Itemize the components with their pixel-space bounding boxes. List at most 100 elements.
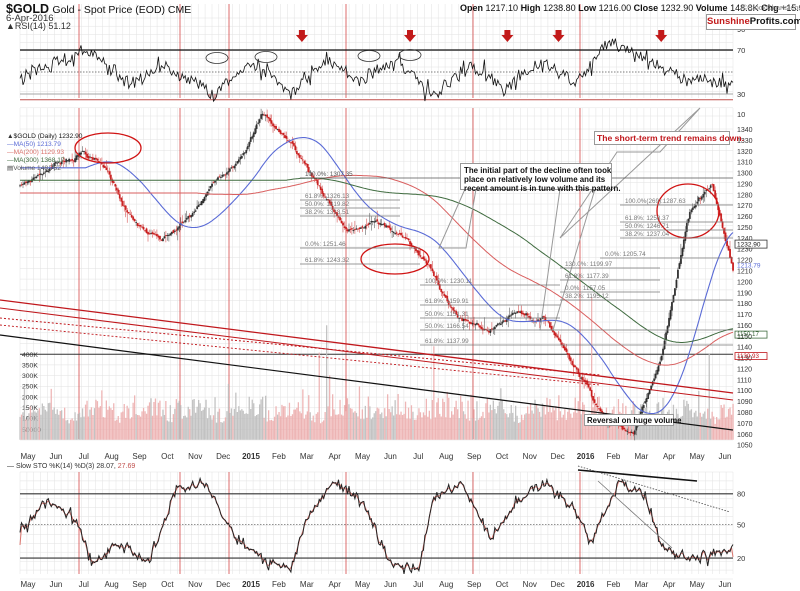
svg-text:Jun: Jun [384,580,397,589]
svg-text:2015: 2015 [242,452,260,461]
svg-text:0.0%: 1251.46: 0.0%: 1251.46 [305,241,346,248]
svg-text:0.0%: 1205.74: 0.0%: 1205.74 [605,251,646,258]
svg-text:Apr: Apr [663,580,676,589]
svg-text:Apr: Apr [663,452,676,461]
svg-text:1150.17: 1150.17 [737,331,759,338]
svg-text:Mar: Mar [635,580,649,589]
svg-text:Jun: Jun [384,452,397,461]
svg-text:1210: 1210 [737,269,753,276]
svg-text:61.8%: 1137.99: 61.8%: 1137.99 [425,338,469,345]
svg-text:1140: 1140 [737,345,752,352]
svg-text:10: 10 [737,110,745,119]
svg-text:1260: 1260 [737,214,753,221]
svg-text:Aug: Aug [439,580,453,589]
svg-text:Nov: Nov [188,452,202,461]
svg-text:50.0%: 1246.71: 50.0%: 1246.71 [625,223,670,230]
svg-text:Feb: Feb [607,580,621,589]
svg-text:38.2%: 1237.04: 38.2%: 1237.04 [625,231,670,238]
svg-text:300K: 300K [22,373,38,380]
svg-text:0.0%: 1157.05: 0.0%: 1157.05 [565,285,606,292]
svg-text:Dec: Dec [216,452,230,461]
svg-text:70: 70 [737,46,745,55]
svg-text:Dec: Dec [216,580,230,589]
svg-text:Jul: Jul [79,452,89,461]
svg-text:1290: 1290 [737,181,753,188]
svg-text:May: May [20,452,35,461]
svg-text:Jun: Jun [719,452,732,461]
svg-text:50: 50 [737,521,745,530]
svg-text:Apr: Apr [328,452,341,461]
svg-text:61.8%: 1177.39: 61.8%: 1177.39 [565,273,609,280]
svg-text:1270: 1270 [737,203,753,210]
svg-text:Mar: Mar [300,452,314,461]
svg-text:Oct: Oct [496,452,509,461]
svg-text:50.0%: 1151.31: 50.0%: 1151.31 [425,311,469,318]
svg-text:350K: 350K [22,363,38,370]
svg-text:1280: 1280 [737,192,753,199]
svg-text:61.8%: 1243.32: 61.8%: 1243.32 [305,257,350,264]
svg-text:Dec: Dec [551,452,565,461]
svg-text:Apr: Apr [328,580,341,589]
svg-text:50.0%: 1319.82: 50.0%: 1319.82 [305,201,350,208]
svg-text:2016: 2016 [577,580,595,589]
svg-text:30: 30 [737,90,745,99]
svg-text:1160: 1160 [737,323,752,330]
svg-text:Feb: Feb [272,580,286,589]
svg-text:Jul: Jul [79,580,89,589]
svg-text:May: May [690,452,705,461]
svg-text:1170: 1170 [737,312,752,319]
svg-text:1300: 1300 [737,171,753,178]
svg-text:1070: 1070 [737,421,753,428]
svg-text:Jun: Jun [49,580,62,589]
svg-text:2016: 2016 [577,452,595,461]
svg-text:1100: 1100 [737,388,752,395]
svg-text:1130.93: 1130.93 [737,353,759,360]
svg-text:May: May [690,580,705,589]
svg-text:Oct: Oct [496,580,509,589]
svg-text:61.8%: 1326.13: 61.8%: 1326.13 [305,193,350,200]
svg-text:1232.90: 1232.90 [737,242,761,249]
svg-text:1320: 1320 [737,149,753,156]
svg-text:Sep: Sep [467,452,482,461]
svg-text:61.8%: 1258.37: 61.8%: 1258.37 [625,215,670,222]
svg-text:1250: 1250 [737,225,753,232]
svg-text:1110: 1110 [737,377,752,384]
svg-text:130.0%: 1199.97: 130.0%: 1199.97 [565,261,613,268]
svg-text:Oct: Oct [161,452,174,461]
svg-text:Nov: Nov [523,580,537,589]
svg-text:Jun: Jun [49,452,62,461]
svg-text:1213.79: 1213.79 [737,262,761,269]
svg-text:May: May [20,580,35,589]
svg-text:Sep: Sep [467,580,482,589]
svg-text:1310: 1310 [737,160,753,167]
svg-text:Dec: Dec [551,580,565,589]
svg-text:Mar: Mar [300,580,314,589]
svg-text:Feb: Feb [607,452,621,461]
svg-text:Mar: Mar [635,452,649,461]
svg-text:50.0%: 1166.54: 50.0%: 1166.54 [425,323,469,330]
svg-text:1200: 1200 [737,279,753,286]
svg-text:2015: 2015 [242,580,260,589]
svg-text:Jul: Jul [413,580,423,589]
svg-text:1060: 1060 [737,432,753,439]
svg-text:1180: 1180 [737,301,752,308]
svg-text:38.2%: 1195.12: 38.2%: 1195.12 [565,293,609,300]
svg-text:100.0%(269):1287.63: 100.0%(269):1287.63 [625,198,686,205]
svg-text:Nov: Nov [188,580,202,589]
svg-text:80: 80 [737,490,745,499]
svg-text:61.8%: 1159.91: 61.8%: 1159.91 [425,298,469,305]
svg-text:Sep: Sep [132,580,147,589]
svg-text:Sep: Sep [132,452,147,461]
svg-text:Feb: Feb [272,452,286,461]
svg-text:Jul: Jul [413,452,423,461]
svg-text:20: 20 [737,554,745,563]
svg-text:Aug: Aug [104,452,118,461]
svg-text:Jun: Jun [719,580,732,589]
svg-text:May: May [355,452,370,461]
svg-text:1190: 1190 [737,290,752,297]
svg-text:38.2%: 1313.51: 38.2%: 1313.51 [305,209,350,216]
svg-text:1080: 1080 [737,410,753,417]
svg-text:May: May [355,580,370,589]
svg-text:1050: 1050 [737,443,753,450]
svg-text:Aug: Aug [104,580,118,589]
